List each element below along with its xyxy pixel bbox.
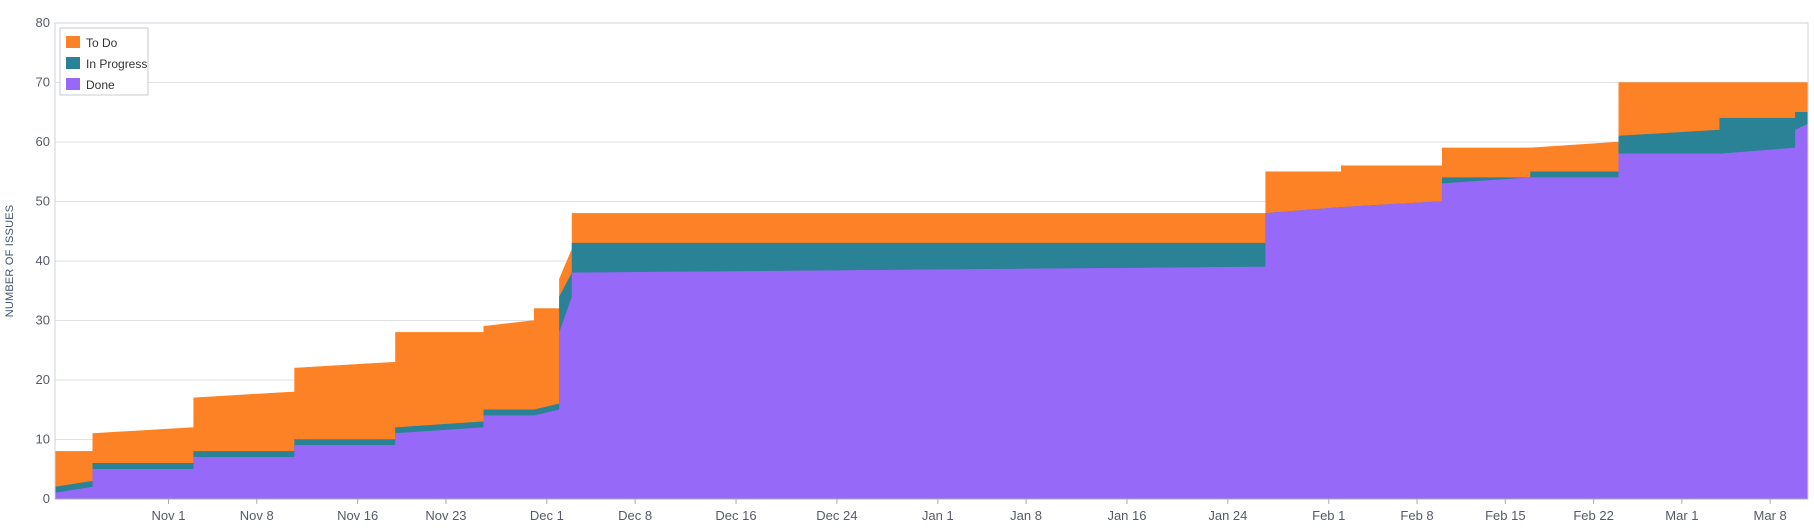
- y-tick-label-10: 10: [36, 432, 50, 447]
- x-tick-label: Mar 1: [1665, 508, 1698, 523]
- x-tick-label: Nov 16: [337, 508, 378, 523]
- plot-frame: [54, 22, 1809, 500]
- x-tick-label: Nov 1: [152, 508, 186, 523]
- x-tick-label: Dec 1: [530, 508, 564, 523]
- x-tick-label: Jan 16: [1107, 508, 1146, 523]
- y-tick-label-70: 70: [36, 75, 50, 90]
- y-tick-label-0: 0: [43, 491, 50, 506]
- legend-label-done: Done: [86, 78, 115, 92]
- legend-swatch-done: [66, 78, 80, 90]
- x-tick-label: Feb 1: [1312, 508, 1345, 523]
- legend-swatch-in-progress: [66, 57, 80, 69]
- chart-legend: To Do In Progress Done: [59, 27, 149, 96]
- y-tick-label-40: 40: [36, 253, 50, 268]
- x-axis-ticks: Nov 1 Nov 8 Nov 16 Nov 23 Dec 1 Dec 8 Dec 16 De…: [152, 499, 1787, 523]
- x-tick-label: Feb 8: [1400, 508, 1433, 523]
- stacked-areas: [54, 82, 1809, 500]
- x-tick-label: Jan 24: [1208, 508, 1247, 523]
- legend-label-in-progress: In Progress: [86, 57, 147, 71]
- x-tick-label: Nov 23: [425, 508, 466, 523]
- x-tick-label: Dec 16: [715, 508, 756, 523]
- x-tick-label: Dec 8: [618, 508, 652, 523]
- x-tick-label: Feb 15: [1485, 508, 1525, 523]
- x-tick-label: Nov 8: [240, 508, 274, 523]
- x-tick-label: Dec 24: [816, 508, 857, 523]
- y-tick-label-60: 60: [36, 134, 50, 149]
- y-axis-label: NUMBER OF ISSUES: [4, 205, 16, 318]
- y-axis-ticks: 0 10 20 30 40 50 60 70 80: [36, 15, 50, 506]
- legend-label-to-do: To Do: [86, 36, 118, 50]
- y-tick-label-80: 80: [36, 15, 50, 30]
- legend-swatch-to-do: [66, 36, 80, 48]
- x-tick-label: Feb 22: [1573, 508, 1613, 523]
- x-tick-label: Jan 1: [922, 508, 954, 523]
- y-tick-label-20: 20: [36, 372, 50, 387]
- y-tick-label-30: 30: [36, 313, 50, 328]
- x-tick-label: Mar 8: [1754, 508, 1787, 523]
- y-tick-label-50: 50: [36, 194, 50, 209]
- x-tick-label: Jan 8: [1010, 508, 1042, 523]
